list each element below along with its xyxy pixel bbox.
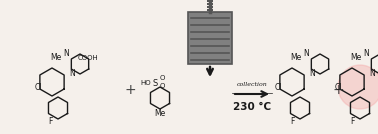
Text: Me: Me bbox=[154, 109, 166, 118]
Text: O: O bbox=[159, 83, 165, 89]
Text: Me: Me bbox=[350, 53, 362, 62]
Text: N: N bbox=[303, 49, 309, 59]
Text: F: F bbox=[48, 116, 52, 126]
Text: +: + bbox=[332, 83, 344, 97]
Text: O: O bbox=[159, 75, 165, 81]
Text: Cl: Cl bbox=[34, 83, 42, 92]
Bar bbox=[207, 0, 213, 2]
Text: collection: collection bbox=[237, 82, 267, 87]
Text: Me: Me bbox=[290, 53, 302, 62]
Text: N: N bbox=[363, 49, 369, 59]
Text: Cl: Cl bbox=[334, 83, 342, 92]
Text: +: + bbox=[124, 83, 136, 97]
Text: N: N bbox=[63, 49, 69, 59]
Text: N: N bbox=[369, 70, 375, 79]
Text: S: S bbox=[152, 79, 158, 88]
Bar bbox=[207, 6, 213, 8]
Bar bbox=[188, 12, 232, 64]
Bar bbox=[207, 9, 213, 11]
Text: N: N bbox=[309, 70, 315, 79]
Text: Cl: Cl bbox=[274, 83, 282, 92]
Text: 230 °C: 230 °C bbox=[233, 102, 271, 112]
Circle shape bbox=[338, 65, 378, 109]
Text: HO: HO bbox=[141, 80, 151, 86]
Text: Me: Me bbox=[50, 53, 62, 62]
Text: F: F bbox=[350, 116, 354, 126]
Bar bbox=[207, 3, 213, 5]
Text: N: N bbox=[69, 70, 75, 79]
Text: COOH: COOH bbox=[78, 55, 99, 61]
Text: F: F bbox=[290, 116, 294, 126]
